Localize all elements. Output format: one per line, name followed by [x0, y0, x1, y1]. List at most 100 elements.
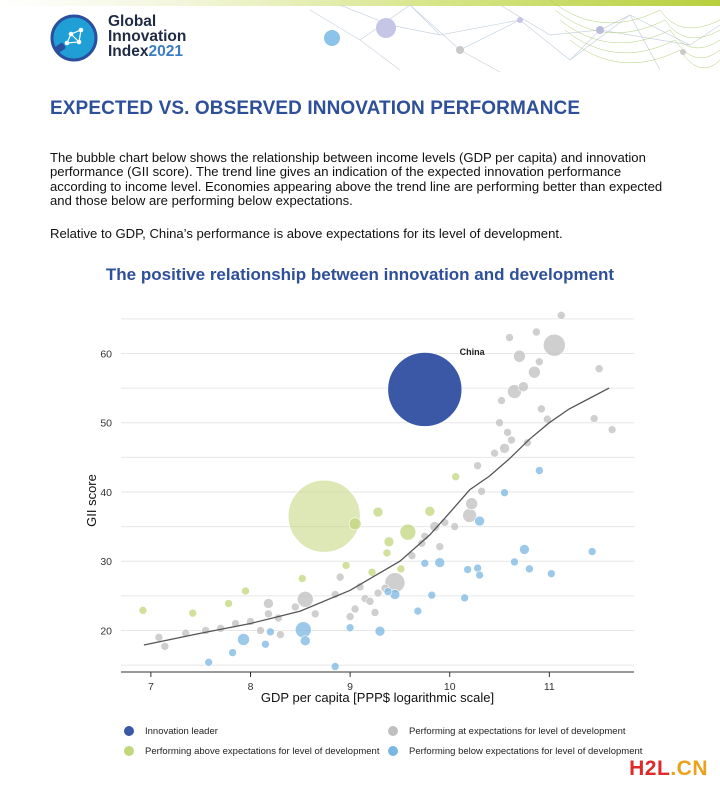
bubble-above [451, 472, 460, 482]
bubble-below [299, 635, 311, 647]
bubble-at [310, 609, 320, 619]
bubble-below [547, 569, 556, 578]
legend-item-at: Performing at expectations for level of … [388, 725, 626, 739]
bubble-below [345, 623, 355, 632]
bubble-below [463, 565, 472, 574]
bubble-below [427, 590, 437, 600]
y-tick-label: 30 [100, 556, 112, 568]
bubble-at [507, 435, 516, 445]
bubble-at [335, 572, 345, 582]
bubble-at [477, 486, 486, 496]
y-tick-label: 60 [100, 348, 112, 360]
y-tick-labels: 20 30 40 50 60 [100, 348, 112, 637]
bubble-below [413, 606, 423, 616]
lightbulb-network-icon [50, 14, 98, 62]
bubble-at [154, 633, 164, 642]
bubble-above [396, 564, 406, 574]
x-tick-label: 10 [444, 681, 456, 693]
bubble-below [535, 466, 544, 475]
bubble-above [399, 523, 417, 541]
bubble-below [228, 648, 237, 657]
bubble-at [345, 612, 355, 621]
bubble-at [532, 327, 541, 337]
header-stripe [0, 0, 720, 6]
y-axis-label: GII score [84, 474, 99, 527]
logo-line-2: Innovation [108, 28, 187, 45]
bubble-at [435, 542, 445, 551]
page-heading: EXPECTED VS. OBSERVED INNOVATION PERFORM… [50, 98, 581, 119]
bubble-at [296, 590, 314, 608]
bubble-below [420, 558, 430, 568]
bubble-at [518, 381, 529, 393]
header-band: Global Innovation Index2021 [0, 0, 720, 72]
china-annotation: China [460, 347, 486, 357]
bubble-at [370, 608, 380, 617]
bubble-above [241, 586, 250, 596]
bubble-chart: 20 30 40 50 60 7 8 9 10 11 China GDP per capita … [84, 311, 634, 705]
y-tick-label: 50 [100, 418, 112, 430]
bubble-above [372, 506, 384, 518]
bubble-below [525, 564, 534, 574]
logo-year: 2021 [148, 43, 183, 60]
bubble-at [181, 628, 191, 638]
watermark-part-2: .CN [670, 757, 708, 780]
logo-line-1: Global [108, 13, 157, 30]
bubble-at [264, 609, 273, 619]
bubble-below [519, 544, 530, 555]
legend-label-leader: Innovation leader [145, 726, 218, 737]
bubble-below [261, 640, 270, 649]
bubble-at [556, 311, 566, 320]
legend-swatch-at [388, 726, 398, 737]
logo-wordmark: Global Innovation Index2021 [108, 13, 187, 60]
logo-index: Index [108, 43, 149, 60]
bubble-at [365, 597, 375, 606]
legend-label-above: Performing above expectations for level … [145, 746, 380, 757]
bubble-at [263, 598, 274, 609]
bubble-below [587, 547, 597, 556]
bubble-at [490, 448, 499, 458]
y-tick-label: 40 [100, 487, 112, 499]
bubble-below [204, 658, 213, 667]
bubble-at [499, 443, 510, 454]
legend-item-above: Performing above expectations for level … [124, 745, 379, 759]
bubble-at [276, 630, 285, 639]
bubble-at [528, 365, 541, 379]
bubble-at [537, 404, 546, 414]
legend-swatch-leader [124, 726, 134, 737]
y-tick-label: 20 [100, 625, 112, 637]
legend-swatch-above [124, 746, 134, 757]
bubble-at [440, 518, 450, 527]
legend-label-below: Performing below expectations for level … [409, 746, 643, 757]
bubble-above [138, 606, 148, 615]
bubble-at [535, 357, 544, 367]
gii-logo: Global Innovation Index2021 [48, 12, 208, 64]
bubble-at [160, 642, 170, 651]
bubble-below [434, 557, 446, 568]
x-tick-label: 7 [148, 681, 154, 693]
bubble-at [594, 364, 604, 374]
bubble-below [475, 570, 484, 580]
bubble-below [294, 621, 312, 639]
bubble-below [500, 488, 509, 497]
bubble-below [266, 627, 275, 637]
bubble-above [382, 548, 392, 558]
bubble-at [373, 588, 383, 598]
bubble-at [543, 414, 552, 424]
bubble-at [607, 425, 617, 434]
legend-item-below: Performing below expectations for level … [388, 745, 642, 759]
bubble-at [473, 461, 482, 470]
legend-label-at: Performing at expectations for level of … [409, 726, 626, 737]
bubble-below [237, 633, 250, 646]
site-watermark: H2L.CN [629, 757, 708, 781]
bubble-at [274, 613, 283, 623]
bubble-above [367, 567, 377, 577]
bubble-at [543, 333, 566, 357]
china-note-paragraph: Relative to GDP, China’s performance is … [50, 226, 563, 241]
x-tick-label: 11 [544, 681, 555, 693]
bubble-at [589, 414, 599, 423]
legend-swatch-below [388, 746, 398, 757]
chart-bubbles [138, 311, 617, 671]
bubble-below [510, 557, 519, 567]
intro-paragraph: The bubble chart below shows the relatio… [50, 150, 663, 209]
bubble-at [465, 497, 478, 511]
